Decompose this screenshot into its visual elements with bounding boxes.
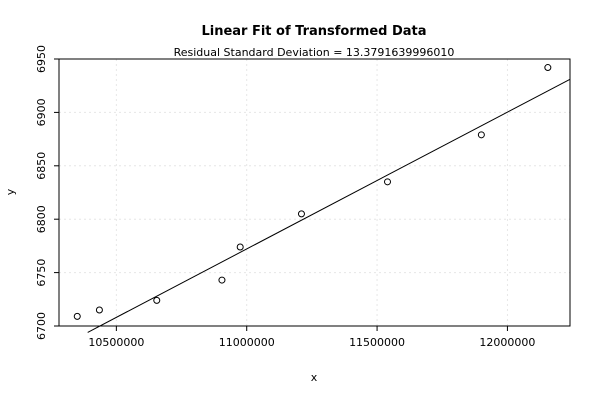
data-point [218, 276, 226, 284]
y-tick-label: 6850 [35, 152, 48, 180]
data-point [236, 243, 244, 251]
y-tick-label: 6900 [35, 98, 48, 126]
grid [59, 58, 570, 327]
data-point [73, 312, 81, 320]
chart-subtitle: Residual Standard Deviation = 13.3791639… [174, 46, 455, 59]
data-points [73, 64, 552, 320]
data-point [95, 306, 103, 314]
data-point [384, 178, 391, 186]
y-tick-label: 6800 [35, 205, 48, 233]
data-point [544, 64, 552, 72]
x-tick-label: 10500000 [88, 336, 144, 349]
plot-frame [58, 58, 571, 327]
x-axis-label: x [311, 371, 318, 384]
x-tick-label: 11000000 [219, 336, 275, 349]
x-tick-label: 11500000 [349, 336, 405, 349]
y-axis: 6700 6750 6800 6850 6900 6950 [35, 45, 59, 340]
y-tick-label: 6700 [35, 312, 48, 340]
y-tick-label: 6750 [35, 259, 48, 287]
fit-line [87, 78, 571, 333]
x-tick-label: 12000000 [479, 336, 535, 349]
x-axis: 10500000 11000000 11500000 12000000 [88, 326, 535, 349]
data-point [297, 210, 305, 218]
y-tick-label: 6950 [35, 45, 48, 73]
data-point [477, 131, 485, 139]
chart-title: Linear Fit of Transformed Data [201, 24, 426, 39]
data-point [153, 296, 161, 304]
y-axis-label: y [4, 188, 17, 195]
